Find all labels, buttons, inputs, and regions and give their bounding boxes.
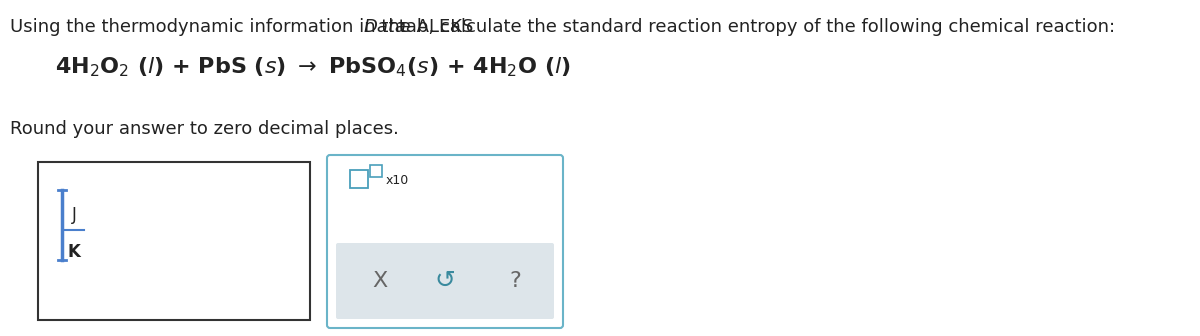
FancyBboxPatch shape	[326, 155, 563, 328]
Bar	[38, 162, 310, 320]
Text: ↺: ↺	[434, 269, 456, 293]
Text: tab, calculate the standard reaction entropy of the following chemical reaction:: tab, calculate the standard reaction ent…	[392, 18, 1115, 36]
Text: J: J	[72, 206, 77, 224]
FancyBboxPatch shape	[336, 243, 554, 319]
Text: x10: x10	[386, 174, 409, 187]
Bar	[350, 170, 368, 188]
Text: Round your answer to zero decimal places.: Round your answer to zero decimal places…	[10, 120, 398, 138]
Text: K: K	[67, 243, 80, 261]
Text: X: X	[372, 271, 388, 291]
Text: Using the thermodynamic information in the ALEKS: Using the thermodynamic information in t…	[10, 18, 479, 36]
Text: Data: Data	[364, 18, 407, 36]
Bar	[370, 165, 382, 177]
Text: 4H$_2$O$_2$ ($\it{l}$) + PbS ($\it{s}$) $\rightarrow$ PbSO$_4$($\it{s}$) + 4H$_2: 4H$_2$O$_2$ ($\it{l}$) + PbS ($\it{s}$) …	[55, 55, 571, 79]
Text: ?: ?	[509, 271, 521, 291]
